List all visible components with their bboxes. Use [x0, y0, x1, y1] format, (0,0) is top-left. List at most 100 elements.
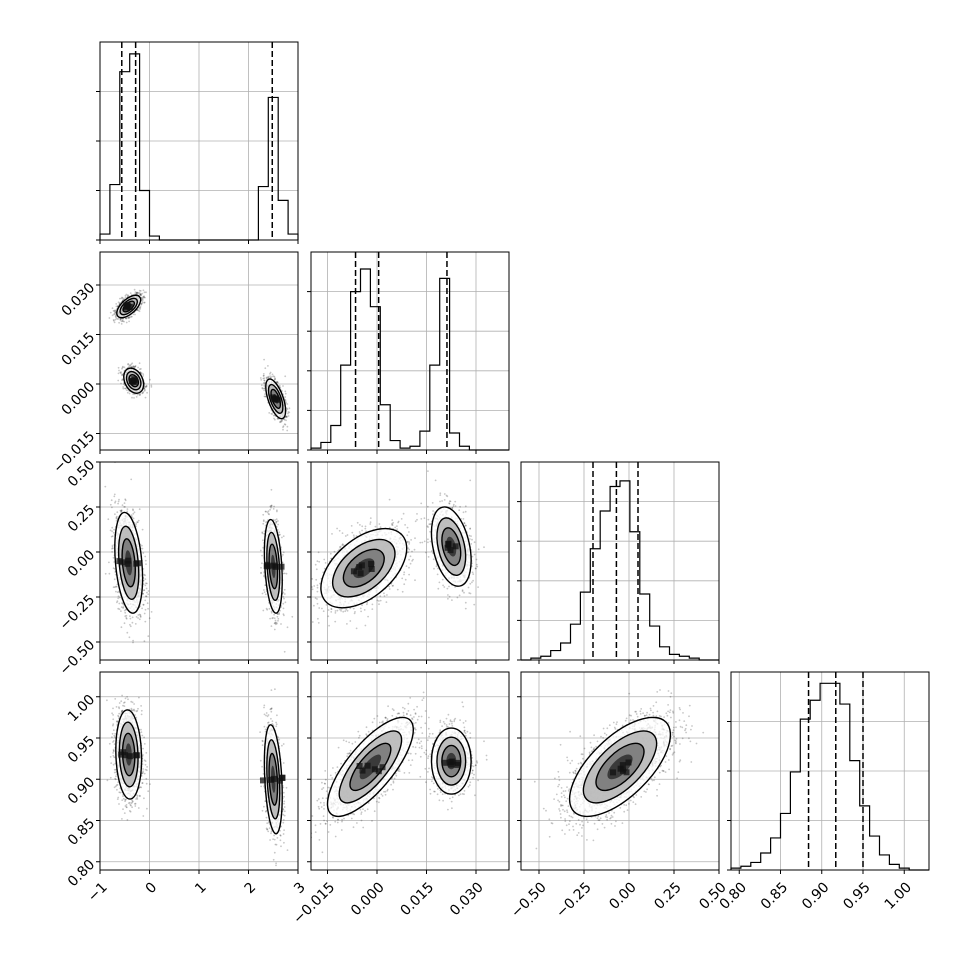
scatter-point — [130, 316, 132, 318]
scatter-point — [117, 503, 119, 505]
scatter-point — [114, 494, 116, 496]
density-core — [124, 305, 130, 311]
scatter-point — [134, 314, 136, 316]
scatter-point — [288, 415, 290, 417]
scatter-point — [147, 608, 149, 610]
scatter-point — [284, 396, 286, 398]
scatter-point — [119, 298, 121, 300]
scatter-point — [287, 413, 289, 415]
scatter-point — [135, 523, 137, 525]
scatter-point — [125, 617, 127, 619]
scatter-point — [129, 636, 131, 638]
scatter-point — [132, 642, 134, 644]
scatter-point — [261, 555, 263, 557]
histogram-2 — [521, 462, 719, 660]
panel-grid — [517, 462, 719, 664]
scatter-point — [278, 531, 280, 533]
scatter-point — [131, 397, 133, 399]
scatter-point — [125, 499, 127, 501]
scatter-point — [111, 551, 113, 553]
scatter-point — [116, 586, 118, 588]
scatter-point — [264, 396, 266, 398]
scatter-point — [142, 548, 144, 550]
scatter-point — [121, 626, 123, 628]
scatter-point — [113, 529, 115, 531]
scatter-point — [284, 593, 286, 595]
scatter-point — [125, 297, 127, 299]
scatter-point — [147, 635, 149, 637]
scatter-point — [132, 622, 134, 624]
scatter-point — [137, 367, 139, 369]
scatter-point — [280, 421, 282, 423]
scatter-point — [135, 623, 137, 625]
scatter-point — [270, 413, 272, 415]
scatter-point — [146, 588, 148, 590]
scatter-point — [142, 375, 144, 377]
scatter-point — [121, 509, 123, 511]
scatter-point — [111, 499, 113, 501]
scatter-point — [112, 545, 114, 547]
scatter-point — [116, 306, 118, 308]
scatter-point — [269, 375, 271, 377]
scatter-point — [146, 385, 148, 387]
scatter-point — [144, 600, 146, 602]
scatter-point — [130, 618, 132, 620]
scatter-point — [115, 319, 117, 321]
histogram-1 — [311, 252, 509, 450]
scatter-point — [269, 618, 271, 620]
scatter-point — [136, 616, 138, 618]
scatter-point — [127, 295, 129, 297]
scatter-point — [117, 380, 119, 382]
panel-grid — [96, 252, 298, 454]
scatter-point — [144, 390, 146, 392]
scatter-point — [130, 292, 132, 294]
scatter-point — [138, 520, 140, 522]
scatter-point — [147, 602, 149, 604]
scatter-point — [124, 622, 126, 624]
scatter-point — [144, 613, 146, 615]
scatter-point — [104, 486, 106, 488]
scatter-point — [109, 573, 111, 575]
scatter-point — [118, 370, 120, 372]
scatter-point — [124, 502, 126, 504]
scatter-point — [271, 376, 273, 378]
scatter-point — [274, 629, 276, 631]
scatter-point — [142, 373, 144, 375]
scatter-point — [121, 368, 123, 370]
scatter-point — [126, 615, 128, 617]
scatter-point — [151, 386, 153, 388]
scatter-point — [113, 319, 115, 321]
scatter-point — [111, 536, 113, 538]
scatter-point — [142, 391, 144, 393]
scatter-point — [124, 610, 126, 612]
scatter-point — [121, 323, 123, 325]
density-core — [135, 560, 141, 566]
panel-grid — [727, 672, 929, 874]
scatter-point — [119, 372, 121, 374]
scatter-point — [274, 419, 276, 421]
scatter-point — [263, 375, 265, 377]
scatter-point — [120, 383, 122, 385]
scatter-point — [136, 292, 138, 294]
scatter-point — [284, 391, 286, 393]
scatter-point — [264, 380, 266, 382]
scatter-point — [135, 365, 137, 367]
scatter-point — [261, 387, 263, 389]
scatter-point — [282, 429, 284, 431]
scatter-point — [264, 367, 266, 369]
scatter-point — [118, 367, 120, 369]
scatter-point — [129, 393, 131, 395]
scatter-point — [112, 548, 114, 550]
scatter-point — [130, 364, 132, 366]
scatter-point — [262, 378, 264, 380]
scatter-point — [268, 412, 270, 414]
scatter-point — [115, 591, 117, 593]
scatter-point — [146, 592, 148, 594]
scatter-point — [139, 290, 141, 292]
scatter-point — [131, 514, 133, 516]
scatter-point — [149, 379, 151, 381]
scatter-point — [151, 611, 153, 613]
scatter-point — [133, 397, 135, 399]
